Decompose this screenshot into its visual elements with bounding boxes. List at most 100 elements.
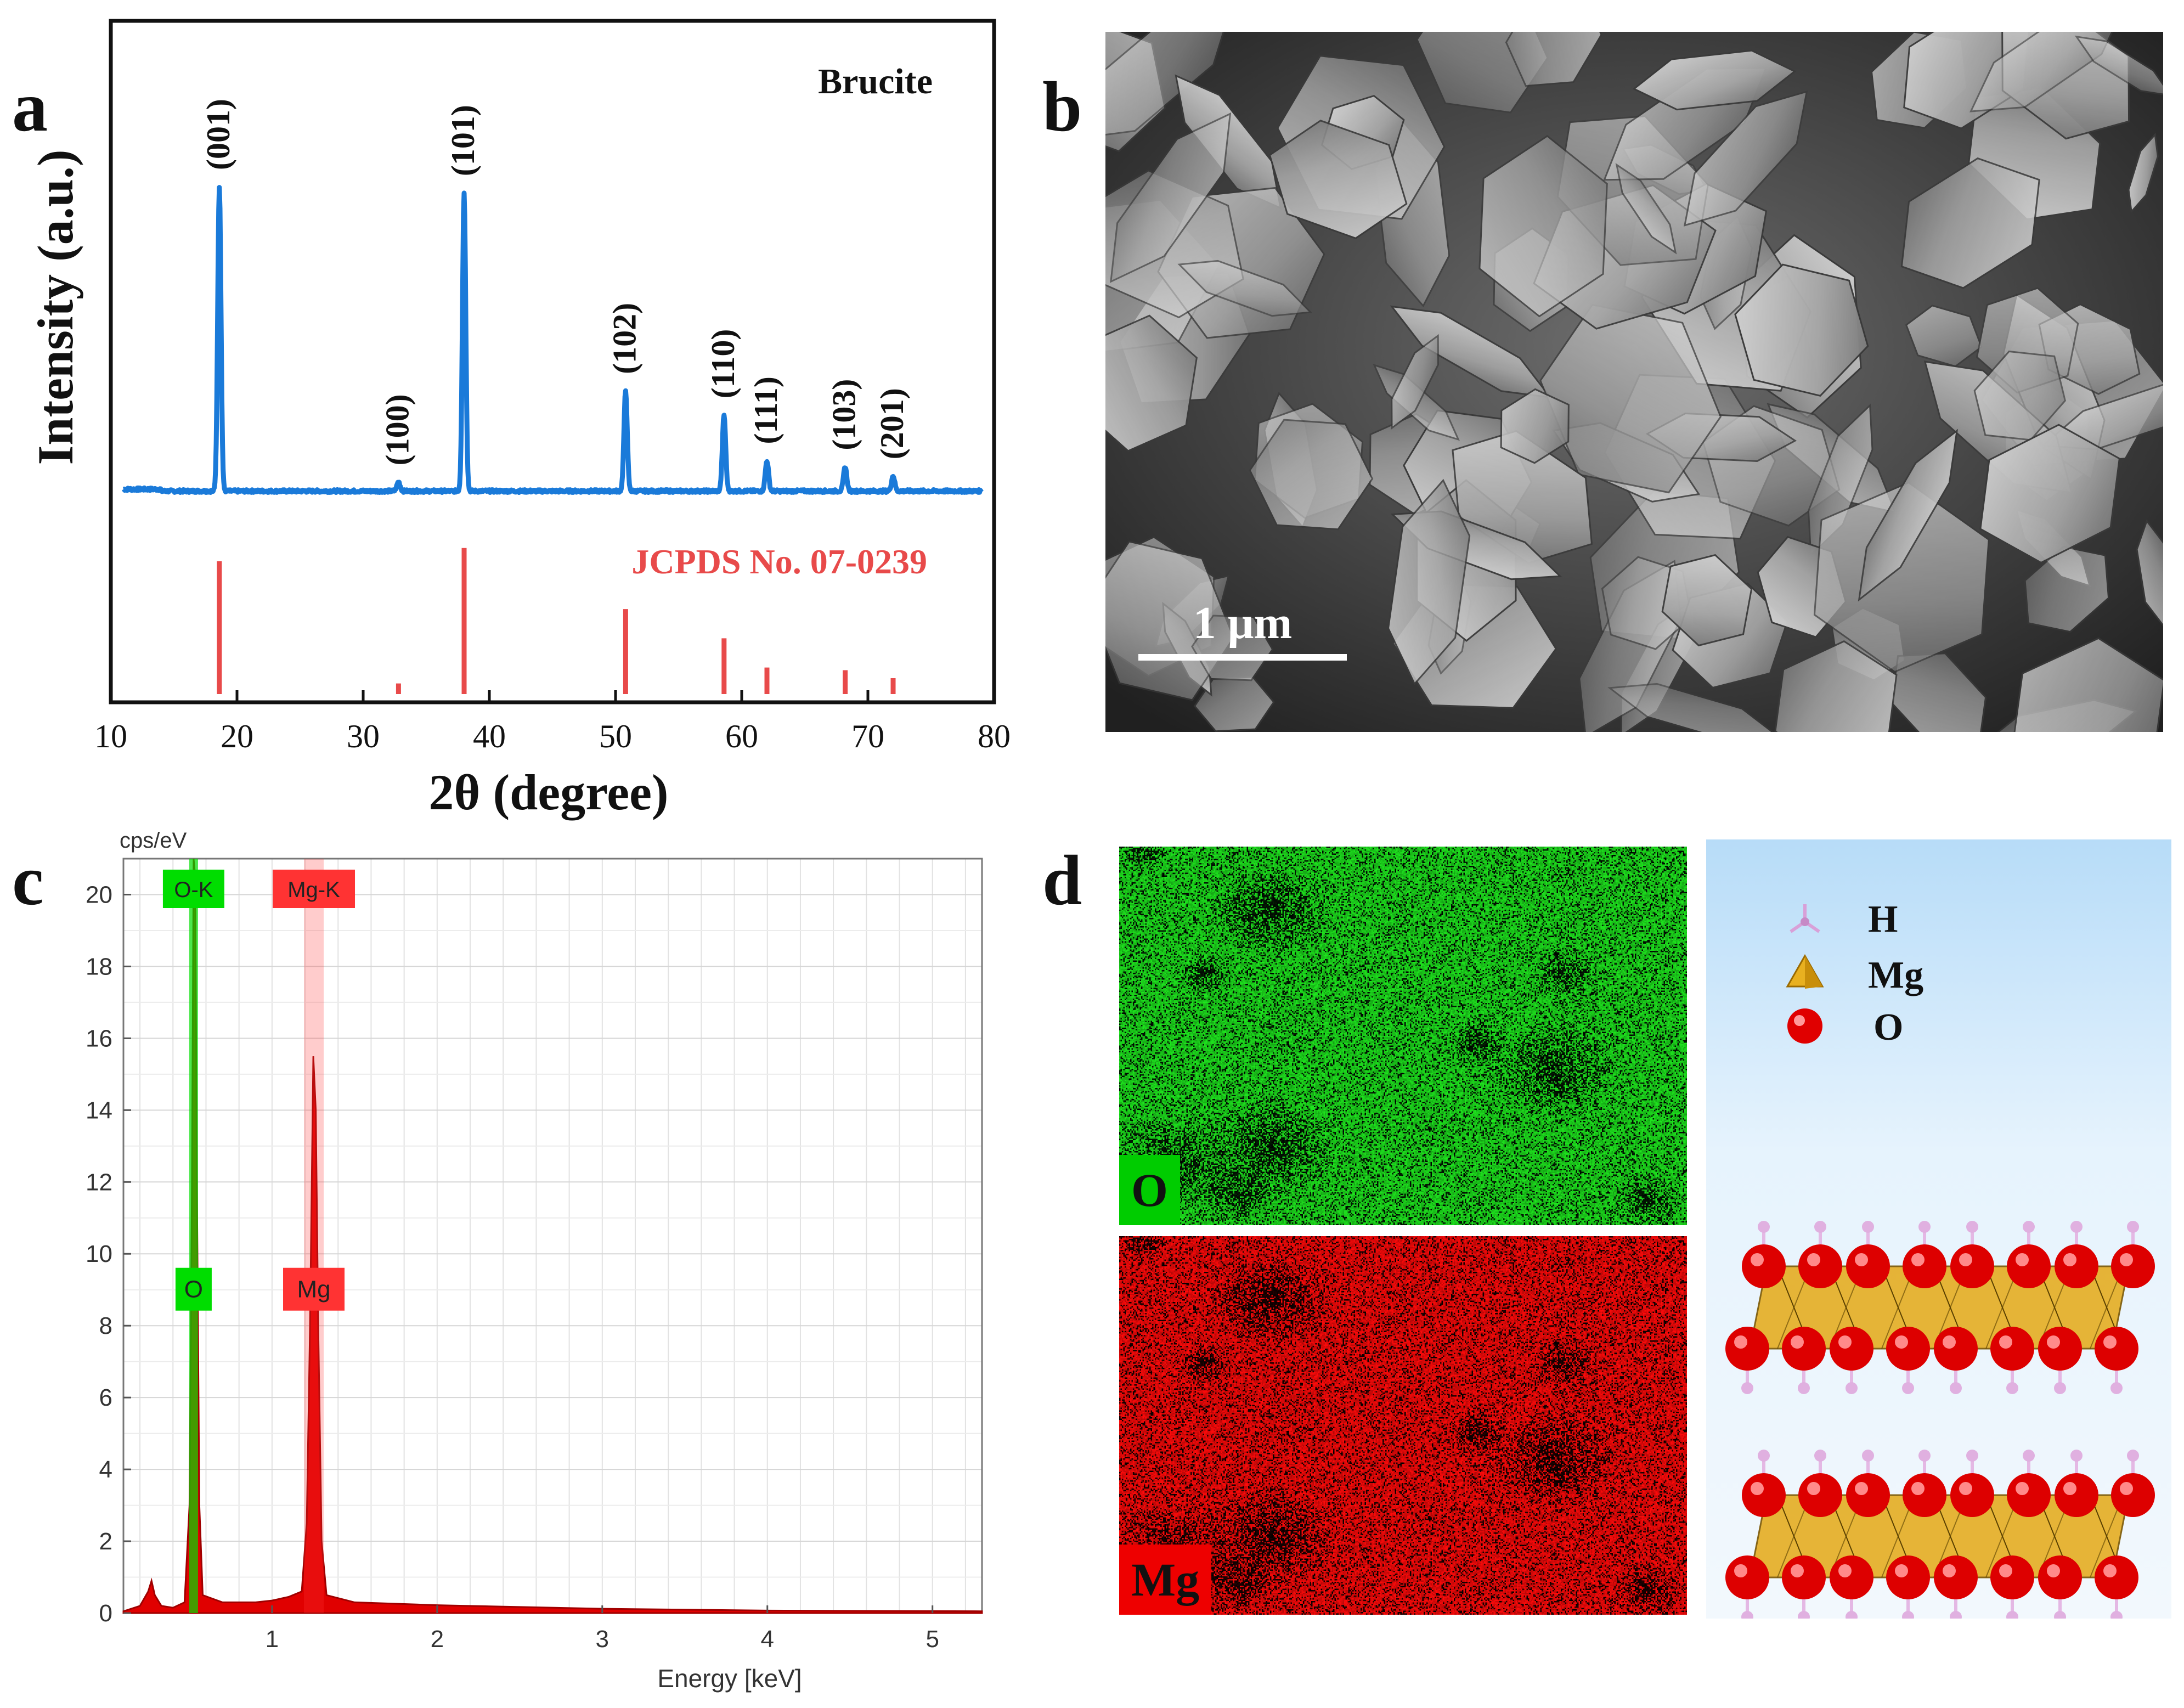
eds-y-tick-label: 20 xyxy=(86,881,112,908)
hydrogen-atom xyxy=(1846,1611,1858,1623)
panel-letter-c: c xyxy=(12,841,44,920)
hydrogen-atom xyxy=(1814,1221,1826,1233)
hydrogen-atom xyxy=(2006,1611,2018,1623)
oxygen-atom xyxy=(1782,1555,1826,1599)
hydrogen-atom xyxy=(1758,1221,1770,1233)
eds-y-tick-label: 10 xyxy=(86,1241,112,1267)
hydrogen-atom xyxy=(1814,1450,1826,1462)
peak-label: (100) xyxy=(379,394,415,465)
oxygen-atom xyxy=(1990,1555,2034,1599)
hydrogen-atom xyxy=(1918,1221,1931,1233)
xrd-x-axis-label: 2θ (degree) xyxy=(428,764,668,820)
hydrogen-atom xyxy=(1966,1221,1978,1233)
element-label-box xyxy=(175,1267,212,1311)
oxygen-atom xyxy=(1903,1473,1946,1517)
element-map-mg-label: Mg xyxy=(1119,1544,1212,1615)
xrd-title: Brucite xyxy=(818,61,933,102)
sem-texture: 1 μm xyxy=(1105,32,2163,732)
crystal-structure-diagram: H Mg O xyxy=(1725,898,2155,1623)
panel-letter-b: b xyxy=(1042,67,1082,146)
element-map-o-label: O xyxy=(1119,1155,1180,1225)
scale-bar-label: 1 μm xyxy=(1193,597,1293,649)
xrd-x-tick-label: 40 xyxy=(473,718,506,754)
eds-x-tick-label: 5 xyxy=(925,1626,939,1653)
eds-x-tick-label: 3 xyxy=(596,1626,609,1653)
xrd-plot-frame xyxy=(109,19,996,704)
peak-label: (102) xyxy=(606,303,642,374)
element-map-mg: Mg xyxy=(1119,1236,1687,1615)
eds-y-tick-label: 6 xyxy=(99,1384,112,1411)
hydrogen-atom xyxy=(1862,1221,1874,1233)
xrd-x-tick-label: 50 xyxy=(599,718,632,754)
hydrogen-atom xyxy=(1846,1382,1858,1394)
peak-marker-label: Mg-K xyxy=(287,878,340,902)
oxygen-atom xyxy=(2038,1555,2082,1599)
xrd-x-tick-label: 70 xyxy=(851,718,884,754)
peak-marker-band xyxy=(304,859,324,1613)
hydrogen-atom xyxy=(2054,1382,2066,1394)
peak-label: (110) xyxy=(705,329,741,399)
legend-label-o: O xyxy=(1873,1006,1903,1049)
oxygen-atom xyxy=(2095,1555,2138,1599)
eds-y-tick-label: 0 xyxy=(99,1600,112,1627)
element-label-box xyxy=(283,1267,345,1311)
xrd-x-tick-label: 20 xyxy=(221,718,253,754)
eds-y-tick-label: 14 xyxy=(86,1097,112,1124)
hydrogen-atom xyxy=(2023,1450,2035,1462)
h-icon xyxy=(1790,904,1820,933)
hydrogen-atom xyxy=(2054,1611,2066,1623)
hydrogen-atom xyxy=(2110,1382,2123,1394)
legend-label-mg: Mg xyxy=(1868,954,1923,996)
panel-letter-d: d xyxy=(1042,841,1082,920)
hydrogen-atom xyxy=(2070,1221,2083,1233)
oxygen-atom xyxy=(1990,1327,2034,1371)
element-label: O xyxy=(184,1276,203,1303)
hydrogen-atom xyxy=(2023,1221,2035,1233)
peak-label: (111) xyxy=(748,376,784,444)
oxygen-atom xyxy=(2055,1473,2098,1517)
peak-marker-band xyxy=(189,859,198,1613)
hydrogen-atom xyxy=(1798,1611,1810,1623)
oxygen-atom xyxy=(1846,1244,1890,1288)
eds-plot-frame xyxy=(122,858,983,1614)
hydrogen-atom xyxy=(1741,1611,1753,1623)
oxygen-atom xyxy=(1846,1473,1890,1517)
oxygen-atom xyxy=(1950,1473,1994,1517)
oxygen-atom xyxy=(1950,1244,1994,1288)
hydrogen-atom xyxy=(2006,1382,2018,1394)
oxygen-atom xyxy=(1742,1244,1786,1288)
oxygen-atom xyxy=(2111,1244,2155,1288)
oxygen-atom xyxy=(1782,1327,1826,1371)
eds-y-tick-label: 18 xyxy=(86,953,112,980)
xrd-chart: 10 20 30 40 50 60 70 80 (001) (100) (101) (102) (11… xyxy=(27,19,1011,820)
hydrogen-atom xyxy=(2070,1450,2083,1462)
eds-x-tick-label: 4 xyxy=(761,1626,774,1653)
hydrogen-atom xyxy=(2127,1450,2139,1462)
xrd-x-tick-label: 60 xyxy=(725,718,758,754)
oxygen-atom xyxy=(2111,1473,2155,1517)
hydrogen-atom xyxy=(1902,1382,1914,1394)
xrd-reference-label: JCPDS No. 07-0239 xyxy=(631,542,927,581)
oxygen-atom xyxy=(1742,1473,1786,1517)
element-map-o: O xyxy=(1119,847,1687,1225)
peak-marker-label-box xyxy=(162,870,224,908)
eds-y-tick-label: 4 xyxy=(99,1456,112,1483)
hydrogen-atom xyxy=(1902,1611,1914,1623)
eds-x-axis-label: Energy [keV] xyxy=(657,1664,802,1693)
eds-y-axis-label: cps/eV xyxy=(120,828,187,853)
hydrogen-atom xyxy=(1758,1450,1770,1462)
legend-label-h: H xyxy=(1868,898,1898,940)
peak-label: (201) xyxy=(874,388,910,459)
xrd-y-axis-label: Intensity (a.u.) xyxy=(27,149,83,465)
eds-x-tick-label: 2 xyxy=(431,1626,444,1653)
eds-spectrum-area xyxy=(122,858,983,1614)
oxygen-atom xyxy=(1725,1327,1769,1371)
hydrogen-atom xyxy=(1798,1382,1810,1394)
panel-letter-a: a xyxy=(12,67,48,146)
element-label: Mg xyxy=(297,1276,330,1303)
oxygen-atom xyxy=(2055,1244,2098,1288)
oxygen-atom xyxy=(2007,1473,2051,1517)
eds-y-tick-label: 12 xyxy=(86,1169,112,1196)
oxygen-atom xyxy=(2095,1327,2138,1371)
oxygen-atom xyxy=(1934,1555,1978,1599)
